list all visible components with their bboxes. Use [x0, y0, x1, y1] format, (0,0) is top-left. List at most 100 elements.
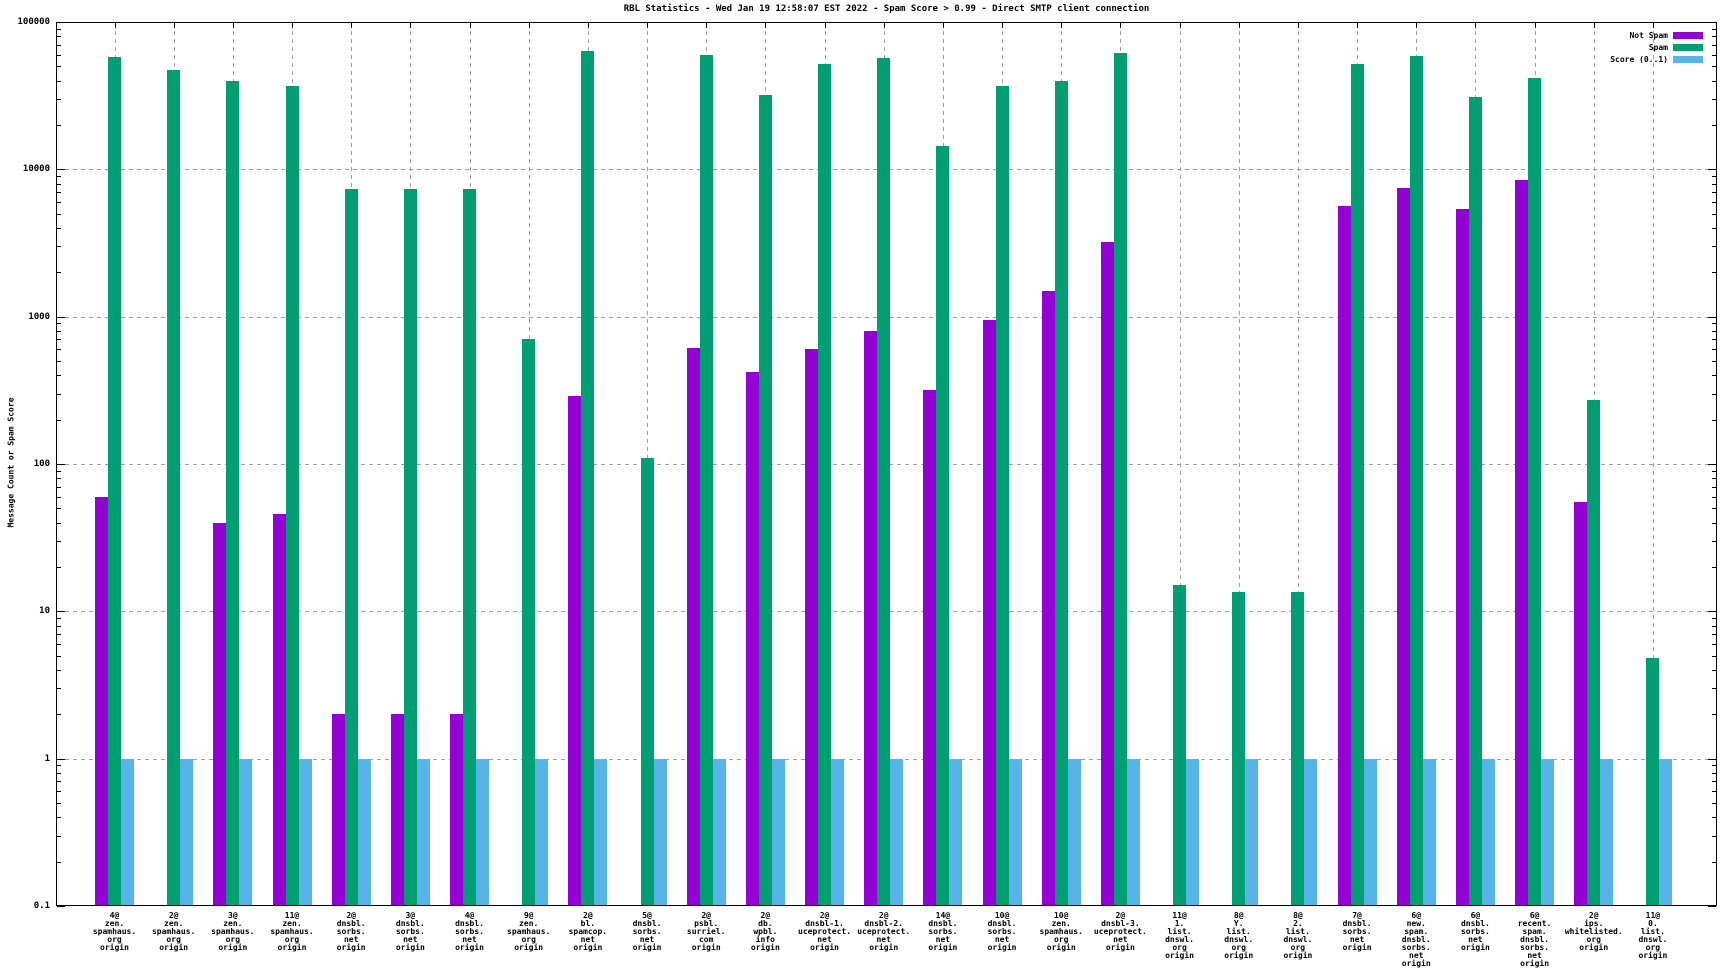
bar-spam: [108, 56, 121, 906]
y-minor-tick: [57, 714, 61, 716]
x-tick: [1061, 23, 1063, 28]
bar-spam: [403, 188, 417, 906]
y-minor-tick: [1712, 339, 1716, 341]
bar-spam: [1468, 96, 1482, 906]
y-minor-tick: [1712, 478, 1716, 480]
v-gridline: [1238, 23, 1240, 905]
y-minor-tick: [1712, 36, 1716, 38]
bar-not-spam: [1100, 242, 1114, 906]
bar-not-spam: [390, 714, 404, 906]
legend-swatch-not-spam: [1673, 32, 1703, 39]
y-minor-tick: [1712, 772, 1716, 774]
y-major-tick: [57, 758, 65, 760]
bar-spam: [463, 188, 477, 906]
y-minor-tick: [57, 393, 61, 395]
y-major-tick: [57, 906, 65, 907]
y-minor-tick: [1712, 522, 1716, 524]
bar-spam: [1173, 585, 1187, 906]
bar-not-spam: [1337, 206, 1351, 906]
bar-spam: [995, 85, 1009, 906]
y-minor-tick: [57, 634, 61, 636]
y-minor-tick: [57, 817, 61, 819]
x-tick-label: 10@ zen. spamhaus. org origin: [1039, 911, 1083, 952]
bar-spam: [640, 457, 654, 906]
bar-spam: [226, 80, 240, 906]
y-tick-label: 1: [44, 753, 50, 764]
bar-spam: [758, 94, 772, 906]
x-tick: [410, 23, 412, 28]
x-tick: [1534, 23, 1536, 28]
y-major-tick: [1708, 611, 1716, 613]
bar-score-0-1-: [298, 758, 312, 906]
y-minor-tick: [57, 361, 61, 363]
y-minor-tick: [57, 213, 61, 215]
bar-spam: [344, 188, 358, 906]
chart-title: RBL Statistics - Wed Jan 19 12:58:07 EST…: [623, 4, 1150, 14]
y-minor-tick: [57, 861, 61, 863]
x-tick-label: 14@ dnsbl. sorbs. net origin: [928, 911, 958, 952]
x-tick-label: 11@ zen. spamhaus. org origin: [270, 911, 314, 952]
y-minor-tick: [57, 496, 61, 498]
y-minor-tick: [1712, 227, 1716, 229]
y-minor-tick: [1712, 688, 1716, 690]
bar-not-spam: [982, 319, 996, 906]
x-tick-label: 11@ 0. list. dnswl. org origin: [1638, 911, 1668, 960]
bar-score-0-1-: [239, 758, 253, 906]
bar-score-0-1-: [121, 758, 134, 906]
y-minor-tick: [57, 644, 61, 646]
y-minor-tick: [57, 688, 61, 690]
y-minor-tick: [57, 470, 61, 472]
x-tick-label: 2@ psbl. surriel. com origin: [686, 911, 726, 952]
x-tick-label: 7@ dnsbl. sorbs. net origin: [1342, 911, 1372, 952]
y-minor-tick: [57, 28, 61, 30]
x-tick-label: 8@ 2. list. dnswl. org origin: [1283, 911, 1313, 960]
bar-score-0-1-: [594, 758, 608, 906]
y-minor-tick: [57, 349, 61, 351]
y-minor-tick: [57, 183, 61, 185]
y-minor-tick: [57, 330, 61, 332]
x-tick-label: 2@ dnsbl-3. uceprotect. net origin: [1093, 911, 1147, 952]
y-minor-tick: [57, 618, 61, 620]
y-major-tick: [57, 464, 65, 465]
legend-row-not-spam: Not Spam: [1610, 31, 1703, 40]
y-minor-tick: [1712, 44, 1716, 46]
y-major-tick: [57, 611, 65, 613]
y-minor-tick: [57, 419, 61, 421]
y-minor-tick: [57, 655, 61, 657]
bar-spam: [167, 70, 181, 906]
y-tick-label: 0.1: [33, 901, 50, 911]
y-minor-tick: [1712, 419, 1716, 421]
bar-not-spam: [1574, 502, 1588, 906]
bar-spam: [1054, 80, 1068, 906]
bar-not-spam: [1396, 187, 1410, 906]
bar-spam: [1646, 658, 1660, 906]
y-minor-tick: [57, 803, 61, 805]
bar-spam: [285, 85, 299, 906]
y-minor-tick: [57, 566, 61, 568]
y-minor-tick: [57, 323, 61, 325]
x-tick: [292, 23, 293, 28]
y-major-tick: [1708, 464, 1716, 465]
bar-score-0-1-: [831, 758, 845, 906]
y-minor-tick: [1712, 508, 1716, 510]
y-minor-tick: [1712, 781, 1716, 783]
y-minor-tick: [1712, 99, 1716, 101]
y-minor-tick: [1712, 393, 1716, 395]
legend-label-score: Score (0..1): [1610, 55, 1668, 64]
y-minor-tick: [57, 772, 61, 774]
bar-spam: [1291, 592, 1305, 906]
x-tick: [114, 23, 116, 28]
x-tick-label: 2@ zen. spamhaus. org origin: [151, 911, 196, 952]
x-tick: [1002, 23, 1004, 28]
y-minor-tick: [1712, 835, 1716, 837]
bar-spam: [699, 54, 713, 906]
legend-swatch-spam: [1673, 44, 1703, 51]
bar-score-0-1-: [1600, 758, 1614, 906]
x-tick-label: 2@ ips. whitelisted. org origin: [1564, 911, 1623, 952]
y-minor-tick: [1712, 183, 1716, 185]
y-minor-tick: [57, 80, 61, 82]
bar-score-0-1-: [1541, 758, 1555, 906]
y-minor-tick: [57, 375, 61, 377]
y-major-tick: [1708, 906, 1716, 907]
v-gridline: [1652, 23, 1654, 905]
